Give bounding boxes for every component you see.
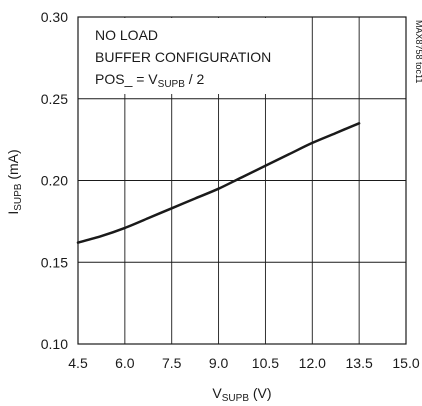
x-tick-label: 12.0 xyxy=(299,355,326,371)
x-tick-label: 4.5 xyxy=(68,355,88,371)
annotation-pos-condition: POS_ = VSUPB / 2 xyxy=(95,71,205,90)
y-tick-label: 0.10 xyxy=(41,336,68,352)
y-tick-labels: 0.10 0.15 0.20 0.25 0.30 xyxy=(41,9,68,352)
figure-id: MAX8758 toc11 xyxy=(414,20,422,83)
y-tick-label: 0.15 xyxy=(41,254,68,270)
x-tick-labels: 4.5 6.0 7.5 9.0 10.5 12.0 13.5 15.0 xyxy=(68,355,420,371)
y-tick-label: 0.20 xyxy=(41,173,68,189)
y-axis-title: ISUPB (mA) xyxy=(5,149,24,214)
annotation-no-load: NO LOAD xyxy=(95,27,158,43)
x-tick-label: 6.0 xyxy=(115,355,135,371)
x-tick-label: 10.5 xyxy=(252,355,279,371)
x-tick-label: 13.5 xyxy=(346,355,373,371)
x-tick-label: 7.5 xyxy=(162,355,182,371)
series-line xyxy=(76,122,361,244)
annotation-buffer-configuration: BUFFER CONFIGURATION xyxy=(95,49,271,65)
y-tick-label: 0.25 xyxy=(41,91,68,107)
annotation-background xyxy=(79,18,275,94)
x-axis-title: VSUPB (V) xyxy=(212,385,271,404)
y-tick-label: 0.30 xyxy=(41,9,68,25)
x-tick-label: 9.0 xyxy=(209,355,229,371)
plot-frame xyxy=(77,16,407,345)
x-tick-label: 15.0 xyxy=(392,355,419,371)
